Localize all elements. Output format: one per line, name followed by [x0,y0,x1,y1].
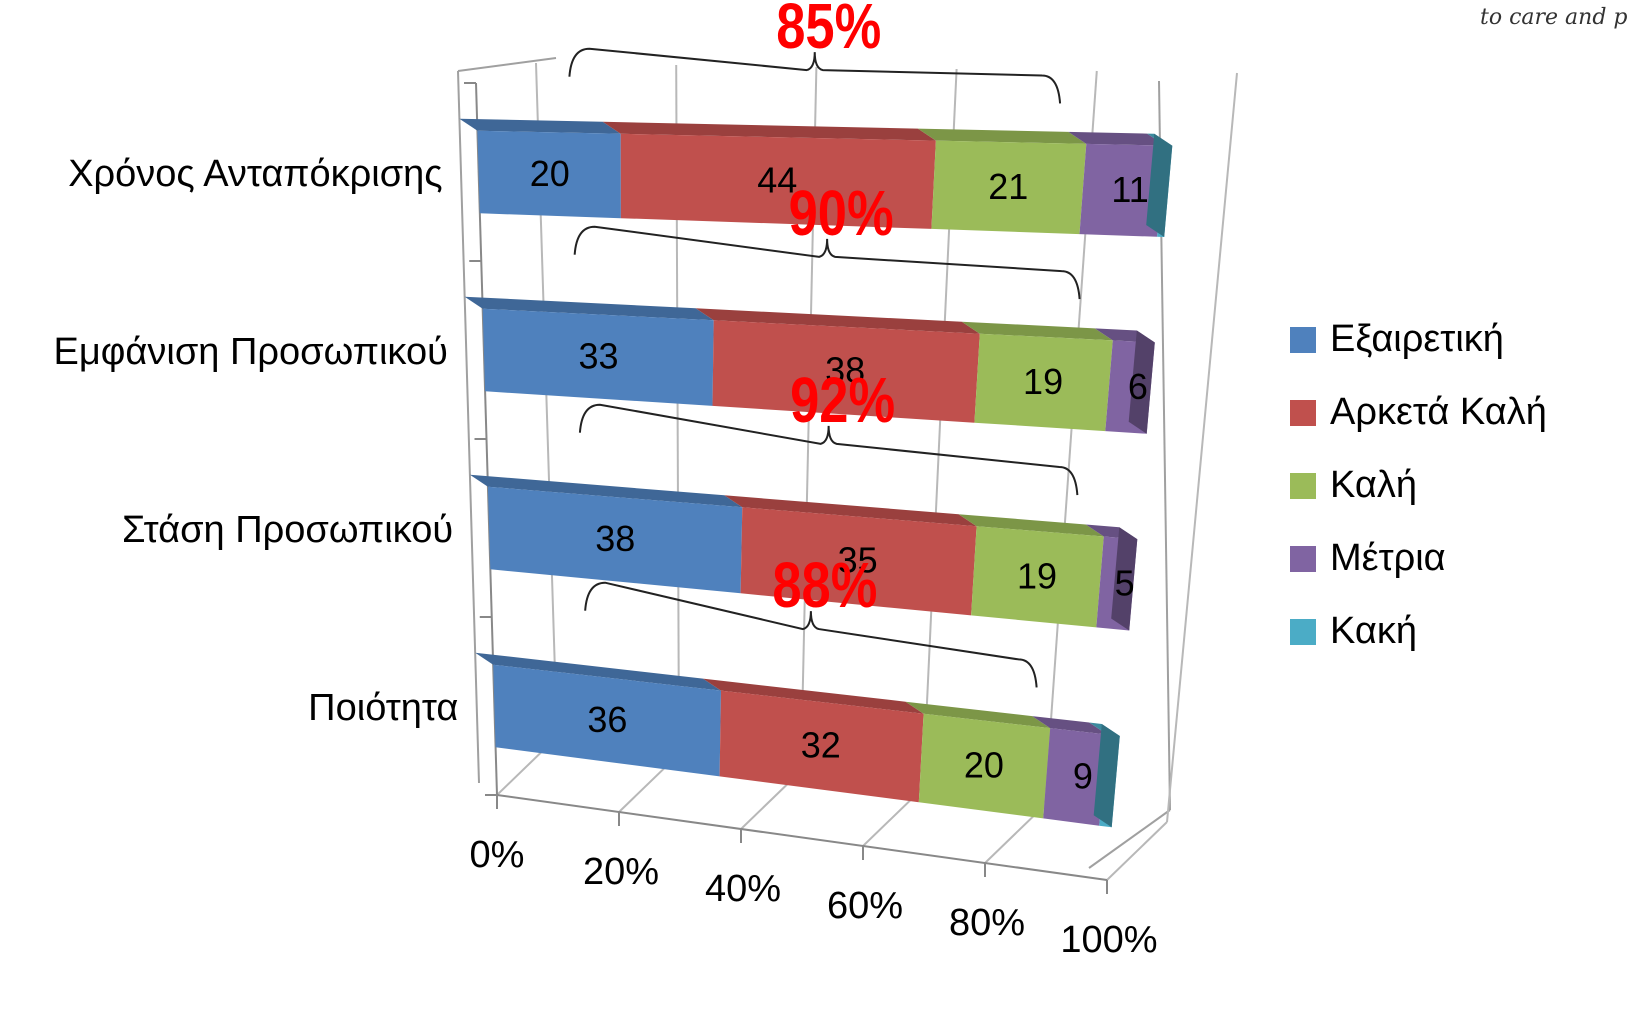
data-label: 44 [757,159,797,200]
bar-end-face [1093,724,1120,828]
bar-top-face [724,495,977,527]
bar-row: Χρόνος Ανταπόκρισης [68,118,1173,237]
bar-segment [740,507,977,616]
bar-segment [1043,728,1108,826]
annotation-brace [573,225,1081,300]
bar-segment [719,690,924,803]
data-label: 6 [1128,366,1148,407]
annotation-label: 85% [776,0,881,62]
x-tick-label: 0% [470,834,525,876]
legend: Εξαιρετική Αρκετά Καλή Καλή Μέτρια Κακή [1290,318,1547,652]
data-label: 32 [801,725,841,766]
bar-top-face [475,652,721,691]
x-tick-label: 20% [583,851,659,893]
bar-end-face [1111,527,1138,631]
category-label: Χρόνος Ανταπόκρισης [68,153,442,195]
data-label: 5 [1115,562,1135,603]
annotation-brace [578,403,1079,496]
legend-label: Εξαιρετική [1330,318,1504,360]
category-label: Στάση Προσωπικού [122,509,453,551]
legend-label: Κακή [1330,610,1417,652]
bar-top-face [905,701,1051,729]
legend-swatch [1290,546,1316,572]
legend-item: Κακή [1290,610,1417,652]
data-label: 21 [988,166,1028,207]
bar-row: Στάση Προσωπικού [122,474,1138,631]
legend-swatch [1290,619,1316,645]
back-wall-top-edge [457,57,557,72]
legend-item: Μέτρια [1290,537,1446,579]
data-label: 19 [1017,555,1057,596]
data-label: 9 [1073,756,1093,797]
x-tick-label: 60% [827,885,903,927]
bar-segment [1079,143,1166,237]
floor-right-edge [1088,809,1171,869]
bar-top-face [703,678,924,714]
data-label: 11 [1111,169,1148,210]
data-label: 36 [587,699,627,740]
bar-segment [918,713,1051,819]
data-label: 38 [595,518,635,559]
category-label: Ποιότητα [308,687,458,729]
bar-segment [493,664,721,777]
data-label: 19 [1023,361,1063,402]
gridline [1166,72,1238,823]
bar-segment [931,140,1087,235]
bar-top-face [464,296,714,321]
floor-gridline [1106,821,1168,881]
bar-segment [712,320,980,423]
data-label: 35 [838,540,878,581]
bar-row: Ποιότητα [308,652,1120,828]
legend-swatch [1290,327,1316,353]
category-label: Εμφάνιση Προσωπικού [54,331,448,373]
bar-segment [482,308,714,406]
legend-item: Εξαιρετική [1290,318,1504,360]
bar-segment [477,130,621,219]
legend-swatch [1290,400,1316,426]
bar-top-face [917,128,1087,144]
x-axis-line [496,794,1108,881]
bar-segment [971,526,1104,628]
legend-label: Αρκετά Καλή [1330,391,1547,433]
bar-segment [974,333,1113,432]
bar-top-face [958,514,1104,537]
bars-group: Χρόνος Ανταπόκρισης Εμφάνιση Προσωπικού Στ… [54,118,1173,828]
bar-top-face [459,118,621,134]
bar-segment [620,133,936,229]
data-label: 20 [530,153,570,194]
data-label: 38 [825,350,865,391]
bar-top-face [1068,131,1166,146]
bar-row: Εμφάνιση Προσωπικού [54,296,1155,434]
bar-end-face [1146,133,1173,237]
x-tick-label: 40% [705,868,781,910]
bar-segment [487,486,743,594]
annotation-label: 92% [790,365,895,436]
bar-top-face [1032,716,1108,735]
annotations-group: 85% 90% 92% 88% [568,0,1081,688]
bar-top-face [695,308,980,334]
legend-label: Μέτρια [1330,537,1446,579]
annotation-brace [584,581,1038,688]
corner-text: to care and p [1480,5,1628,30]
data-label: 20 [964,745,1004,786]
bar-top-face [469,474,743,508]
annotation-label: 88% [772,550,877,621]
legend-label: Καλή [1330,464,1417,506]
back-wall-left-edge [457,70,480,784]
bar-top-face [602,121,936,141]
x-tick-label: 100% [1060,919,1157,961]
data-label: 33 [578,336,618,377]
x-tick-label: 80% [949,902,1025,944]
legend-item: Αρκετά Καλή [1290,391,1547,433]
bar-end-face [1128,330,1155,434]
legend-item: Καλή [1290,464,1417,506]
annotation-label: 90% [789,178,894,249]
bar-top-face [961,321,1113,341]
legend-swatch [1290,473,1316,499]
